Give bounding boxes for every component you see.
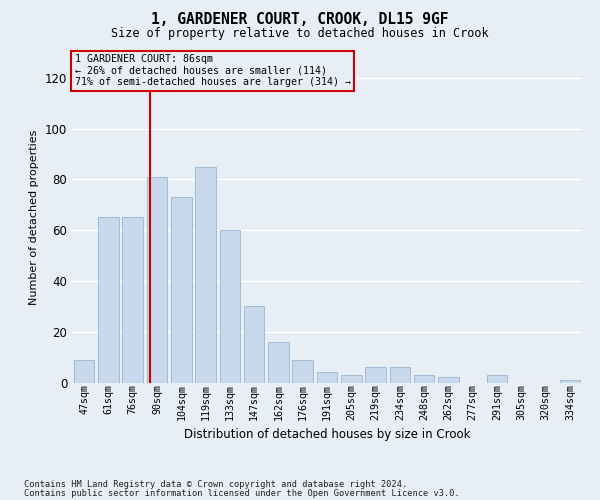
Bar bbox=[365, 368, 386, 382]
Bar bbox=[146, 177, 167, 382]
Bar bbox=[171, 197, 191, 382]
Bar bbox=[98, 218, 119, 382]
Bar bbox=[341, 375, 362, 382]
Bar bbox=[122, 218, 143, 382]
Text: 1 GARDENER COURT: 86sqm
← 26% of detached houses are smaller (114)
71% of semi-d: 1 GARDENER COURT: 86sqm ← 26% of detache… bbox=[74, 54, 350, 88]
Text: 1, GARDENER COURT, CROOK, DL15 9GF: 1, GARDENER COURT, CROOK, DL15 9GF bbox=[151, 12, 449, 28]
X-axis label: Distribution of detached houses by size in Crook: Distribution of detached houses by size … bbox=[184, 428, 470, 441]
Y-axis label: Number of detached properties: Number of detached properties bbox=[29, 130, 39, 305]
Text: Size of property relative to detached houses in Crook: Size of property relative to detached ho… bbox=[111, 28, 489, 40]
Bar bbox=[268, 342, 289, 382]
Bar bbox=[389, 368, 410, 382]
Text: Contains public sector information licensed under the Open Government Licence v3: Contains public sector information licen… bbox=[24, 489, 460, 498]
Bar bbox=[438, 378, 459, 382]
Text: Contains HM Land Registry data © Crown copyright and database right 2024.: Contains HM Land Registry data © Crown c… bbox=[24, 480, 407, 489]
Bar bbox=[195, 166, 216, 382]
Bar bbox=[292, 360, 313, 382]
Bar bbox=[560, 380, 580, 382]
Bar bbox=[487, 375, 508, 382]
Bar bbox=[414, 375, 434, 382]
Bar bbox=[74, 360, 94, 382]
Bar bbox=[317, 372, 337, 382]
Bar bbox=[244, 306, 265, 382]
Bar bbox=[220, 230, 240, 382]
